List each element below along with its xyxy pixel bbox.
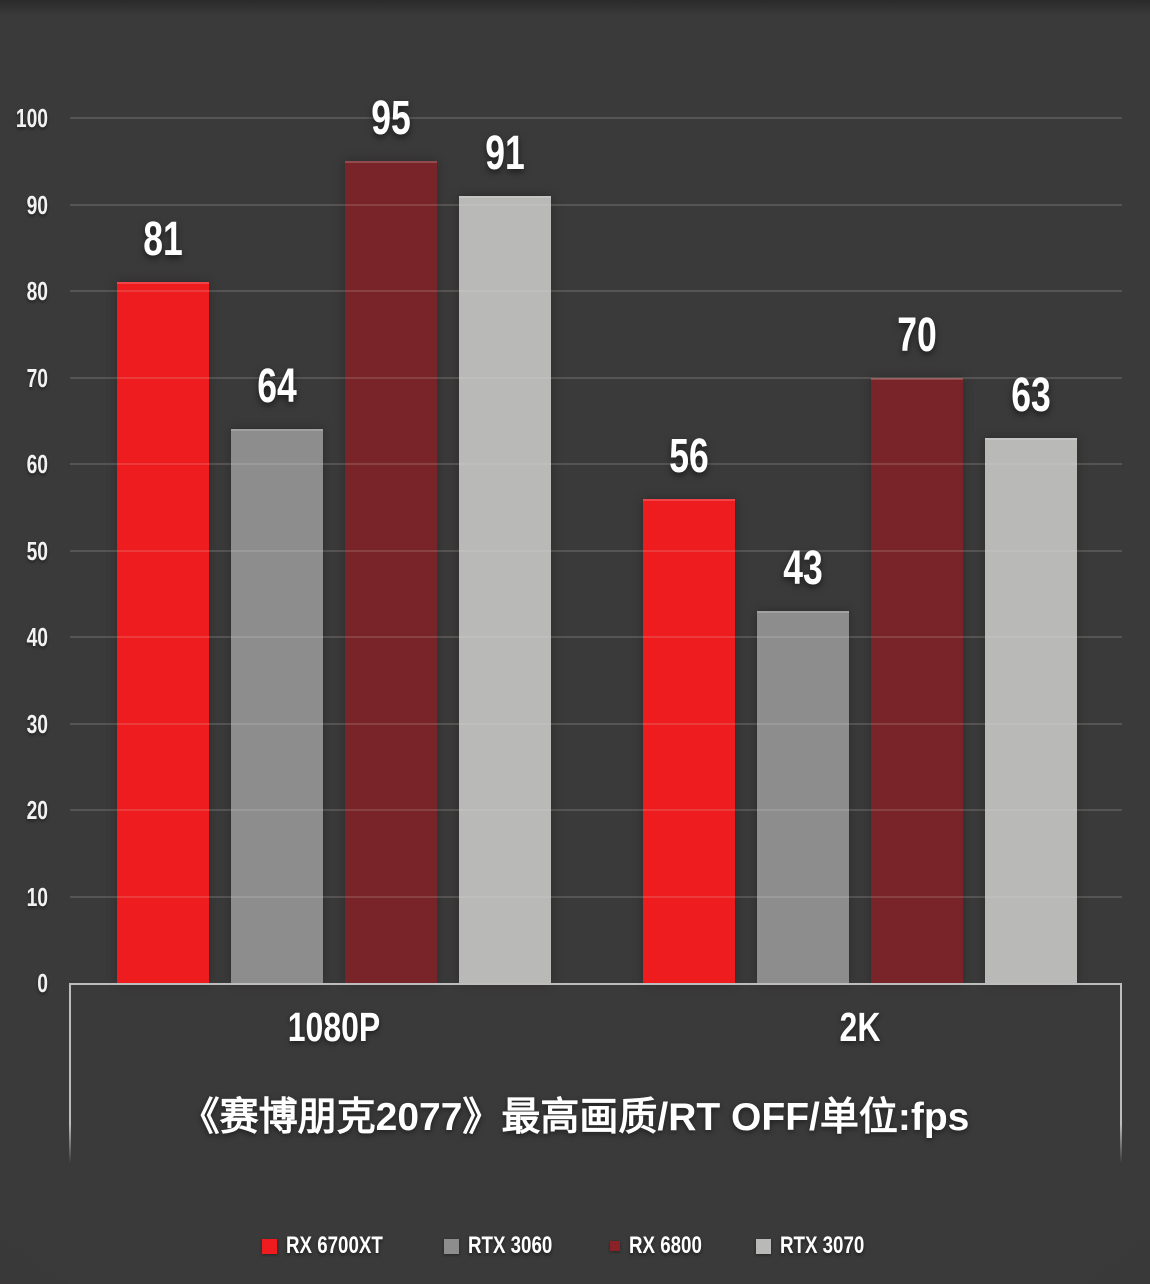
gridline-80 xyxy=(70,290,1122,292)
legend-label-rx-6800: RX 6800 xyxy=(628,1232,702,1259)
legend-item-rtx-3070: RTX 3070 xyxy=(756,1232,888,1260)
y-axis-tick-70: 70 xyxy=(26,362,48,393)
legend-item-rx-6800: RX 6800 xyxy=(609,1232,722,1260)
bar-rtx-3070-1080p xyxy=(459,195,551,983)
y-axis-tick-80: 80 xyxy=(26,276,48,306)
chart-legend: RX 6700XT RTX 3060 RX 6800 RTX 3070 xyxy=(0,1228,1150,1264)
value-label-rx-6800-1080p: 95 xyxy=(371,92,411,146)
bar-rx-6700xt-2k xyxy=(643,498,735,983)
bar-rx-6800-1080p xyxy=(345,161,437,983)
value-label-rx-6800-2k: 70 xyxy=(897,308,937,362)
value-label-rtx-3070-2k: 63 xyxy=(1011,369,1051,423)
axis-box-left-border xyxy=(69,985,71,1163)
gridline-70 xyxy=(70,376,1122,379)
gridline-60 xyxy=(70,463,1122,465)
y-axis-tick-30: 30 xyxy=(26,708,48,739)
y-axis-tick-50: 50 xyxy=(26,535,48,566)
legend-swatch-rtx-3060 xyxy=(443,1238,459,1254)
legend-item-rtx-3060: RTX 3060 xyxy=(443,1232,576,1260)
y-axis-tick-90: 90 xyxy=(26,189,48,220)
value-label-rtx-3070-1080p: 91 xyxy=(485,126,525,180)
legend-swatch-rx-6800 xyxy=(609,1241,620,1251)
y-axis-tick-20: 20 xyxy=(26,795,48,825)
gridline-30 xyxy=(70,722,1122,725)
value-label-rx-6700xt-1080p: 81 xyxy=(143,213,183,267)
category-label-1080p: 1080P xyxy=(287,1004,381,1050)
legend-label-rtx-3070: RTX 3070 xyxy=(780,1232,865,1259)
axis-box-right-border xyxy=(1120,985,1122,1163)
legend-item-rx-6700xt: RX 6700XT xyxy=(261,1232,410,1260)
bar-rx-6700xt-1080p xyxy=(117,282,209,983)
chart-title: 《赛博朋克2077》最高画质/RT OFF/单位:fps xyxy=(180,1096,970,1139)
bar-rtx-3060-2k xyxy=(757,611,849,983)
legend-label-rtx-3060: RTX 3060 xyxy=(467,1232,553,1259)
gridline-100 xyxy=(70,117,1122,119)
legend-swatch-rtx-3070 xyxy=(756,1238,772,1254)
y-axis-tick-40: 40 xyxy=(26,622,48,652)
bar-rtx-3060-1080p xyxy=(231,429,323,983)
value-label-rx-6700xt-2k: 56 xyxy=(669,429,709,483)
gridline-50 xyxy=(70,549,1122,552)
bar-rx-6800-2k xyxy=(871,377,963,983)
y-axis-tick-100: 100 xyxy=(15,103,48,133)
y-axis-tick-10: 10 xyxy=(26,881,48,912)
category-label-2k: 2K xyxy=(839,1004,881,1050)
gridline-20 xyxy=(70,809,1122,811)
gridline-40 xyxy=(70,636,1122,638)
y-axis-tick-0: 0 xyxy=(37,968,48,998)
x-axis-line xyxy=(69,983,1122,985)
gridline-10 xyxy=(70,895,1122,898)
gridline-90 xyxy=(70,203,1122,206)
value-label-rtx-3060-1080p: 64 xyxy=(257,360,297,414)
bar-rtx-3070-2k xyxy=(985,438,1077,983)
y-axis-tick-60: 60 xyxy=(26,449,48,479)
legend-swatch-rx-6700xt xyxy=(261,1238,277,1254)
legend-label-rx-6700xt: RX 6700XT xyxy=(285,1232,383,1259)
value-label-rtx-3060-2k: 43 xyxy=(783,542,823,596)
